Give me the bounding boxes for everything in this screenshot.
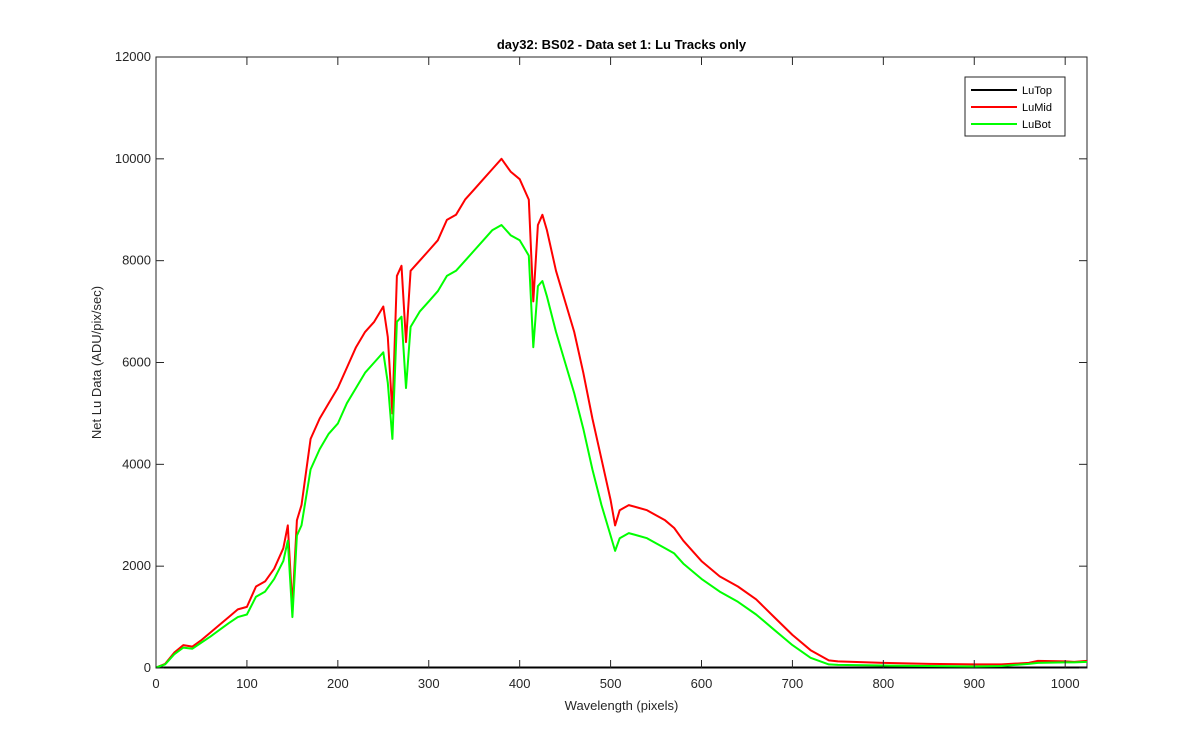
x-tick-label: 500 xyxy=(600,676,622,691)
y-tick-label: 12000 xyxy=(115,49,151,64)
x-tick-label: 400 xyxy=(509,676,531,691)
series-line-lubot xyxy=(155,224,1088,669)
y-axis-label: Net Lu Data (ADU/pix/sec) xyxy=(89,286,104,439)
x-tick-label: 900 xyxy=(963,676,985,691)
y-tick-label: 0 xyxy=(144,660,151,675)
y-tick-label: 10000 xyxy=(115,151,151,166)
y-tick-label: 4000 xyxy=(122,456,151,471)
y-tick-label: 8000 xyxy=(122,253,151,268)
x-tick-label: 1000 xyxy=(1051,676,1080,691)
x-tick-label: 100 xyxy=(236,676,258,691)
x-tick-label: 700 xyxy=(782,676,804,691)
legend-label-lubot: LuBot xyxy=(1022,119,1051,131)
legend: LuTop LuMid LuBot xyxy=(964,76,1066,137)
x-tick-label: 200 xyxy=(327,676,349,691)
axis-ticks: 0 100 200 300 400 500 600 700 800 900 100002000400… xyxy=(115,49,1087,691)
x-axis-label: Wavelength (pixels) xyxy=(565,698,679,713)
chart-title: day32: BS02 - Data set 1: Lu Tracks only xyxy=(497,37,747,52)
y-tick-label: 2000 xyxy=(122,558,151,573)
y-tick-label: 6000 xyxy=(122,355,151,370)
x-tick-label: 800 xyxy=(872,676,894,691)
x-tick-label: 300 xyxy=(418,676,440,691)
plot-area xyxy=(155,56,1088,669)
x-tick-label: 600 xyxy=(691,676,713,691)
series-line-lumid xyxy=(155,157,1088,669)
legend-label-lumid: LuMid xyxy=(1022,102,1052,114)
x-tick-label: 0 xyxy=(152,676,159,691)
legend-label-lutop: LuTop xyxy=(1022,85,1052,97)
